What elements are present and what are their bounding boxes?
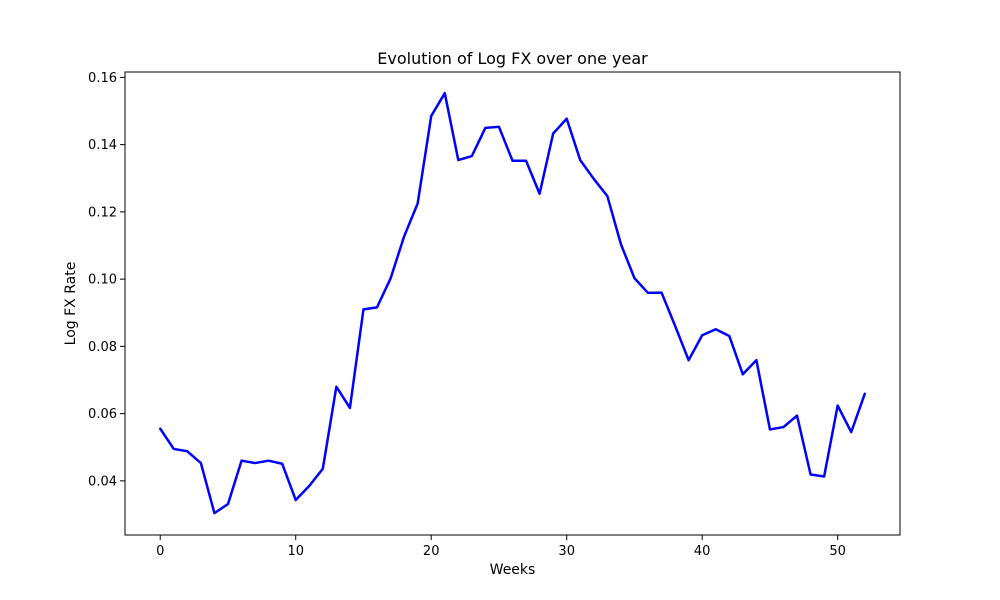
x-axis-label: Weeks <box>490 562 536 578</box>
x-axis-ticks: 0 10 20 30 40 50 <box>156 535 846 559</box>
plot-area <box>158 91 867 515</box>
y-axis-ticks: 0.04 0.06 0.08 0.10 0.12 0.14 0.16 <box>88 71 125 489</box>
x-tick-label: 30 <box>558 544 575 559</box>
x-tick-label: 20 <box>423 544 440 559</box>
y-tick-label: 0.04 <box>88 474 117 489</box>
y-tick-label: 0.06 <box>88 407 117 422</box>
plot-frame <box>124 71 901 536</box>
y-tick-label: 0.14 <box>88 138 117 153</box>
y-axis-label: Log FX Rate <box>63 262 79 346</box>
x-tick-label: 50 <box>829 544 846 559</box>
x-tick-label: 40 <box>694 544 711 559</box>
series-line <box>158 91 867 515</box>
y-tick-label: 0.08 <box>88 340 117 355</box>
y-tick-label: 0.10 <box>88 273 117 288</box>
x-tick-label: 0 <box>156 544 164 559</box>
y-tick-label: 0.16 <box>88 71 117 86</box>
y-tick-label: 0.12 <box>88 205 117 220</box>
chart-title: Evolution of Log FX over one year <box>377 49 648 68</box>
x-tick-label: 10 <box>287 544 304 559</box>
